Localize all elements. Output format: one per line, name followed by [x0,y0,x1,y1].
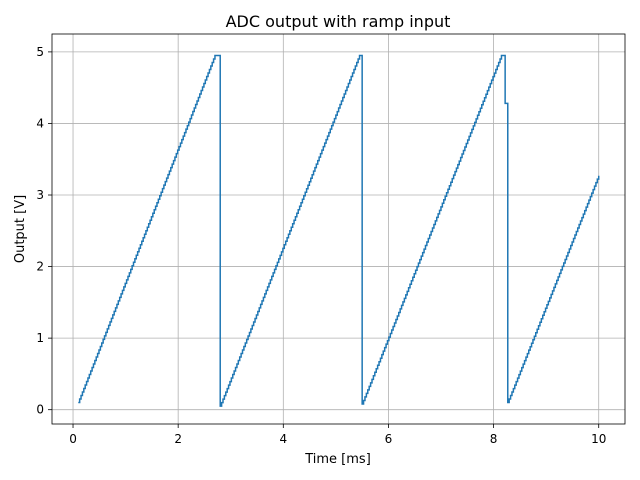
x-axis-label: Time [ms] [304,452,371,467]
y-tick-label: 1 [36,331,44,345]
y-axis-label: Output [V] [13,195,28,263]
axes-frame [51,33,626,425]
y-tick-label: 3 [36,188,44,202]
grid [52,34,625,424]
y-tick-label: 2 [36,260,44,274]
plot-area [78,54,600,407]
y-tick-label: 4 [36,116,44,130]
x-tick-label: 6 [385,432,393,446]
x-tick-label: 0 [69,432,77,446]
x-tick-label: 8 [490,432,498,446]
x-tick-label: 10 [591,432,606,446]
ticks: 0 2 4 6 8 10 0 1 2 3 4 5 [36,45,606,446]
chart-title: ADC output with ramp input [226,12,451,31]
x-tick-label: 4 [279,432,287,446]
y-tick-label: 5 [36,45,44,59]
y-tick-label: 0 [36,403,44,417]
x-tick-label: 2 [174,432,182,446]
adc-output-series [78,54,600,407]
